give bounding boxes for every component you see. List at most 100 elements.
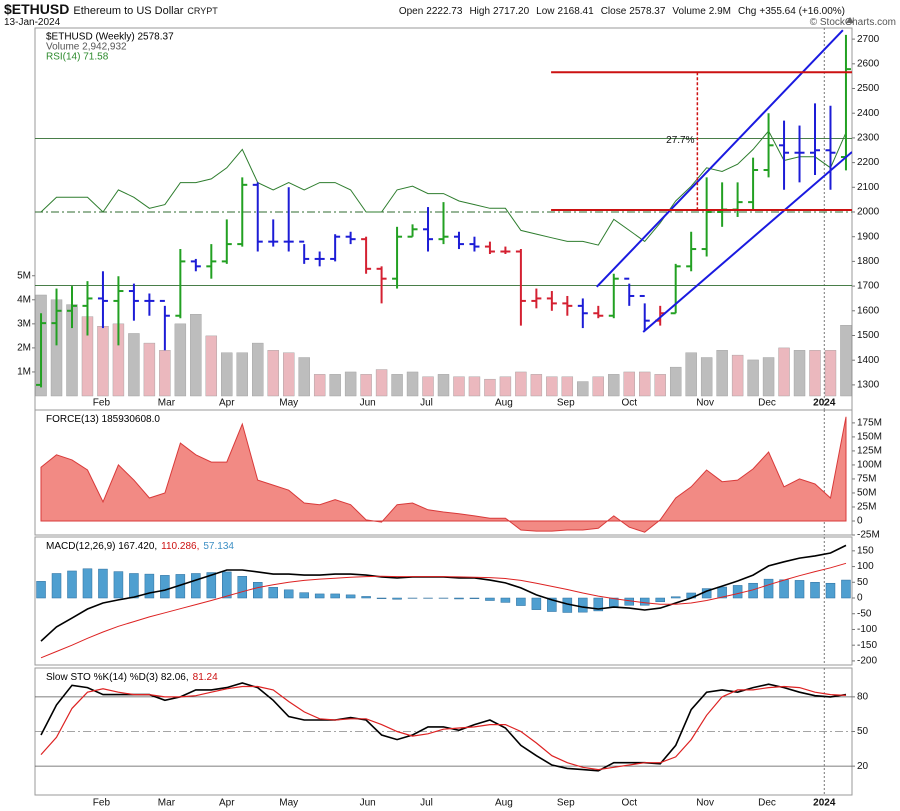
x-tick-label: Nov	[696, 398, 714, 409]
x-tick-label: Apr	[219, 398, 235, 409]
x-tick-label: Sep	[557, 398, 575, 409]
legend-entry: $ETHUSD (Weekly) 2578.37	[46, 32, 174, 43]
x-tick-label: Apr	[219, 798, 235, 809]
quote-label: Close	[601, 6, 627, 17]
panel: 80 50 20 Feb Mar Apr May Jun Jul Aug Sep Oct Nov Dec 2…	[34, 667, 869, 809]
histogram-bar	[531, 597, 542, 610]
stochastic-line	[40, 685, 847, 771]
y-tick-label: 175M	[857, 418, 882, 429]
y-tick-label: 2700	[857, 34, 880, 45]
legend: Slow STO %K(14) %D(3) 82.06, 81.24	[46, 672, 218, 683]
x-tick-label: 2024	[813, 798, 836, 809]
histogram-bar	[655, 597, 665, 603]
volume-bar	[561, 376, 574, 397]
volume-bar	[685, 352, 697, 397]
plot-area	[36, 537, 851, 665]
x-tick-label: Feb	[93, 798, 111, 809]
legend-entry: 57.134	[203, 541, 234, 552]
volume-bar	[716, 350, 728, 397]
x-tick-label: Dec	[758, 398, 776, 409]
quote-value: 2717.20	[493, 6, 530, 17]
volume-bar	[778, 347, 790, 397]
volume-tick-label: 1M	[17, 367, 31, 378]
y-tick-label: -25M	[857, 530, 880, 541]
x-tick-label: May	[279, 798, 298, 809]
histogram-bar	[717, 586, 727, 599]
legend-entry: Volume 2,942,932	[46, 42, 127, 53]
header-symbol-line: $ETHUSD Ethereum to US Dollar CRYPT	[4, 1, 218, 17]
volume-bar	[592, 376, 604, 397]
histogram-bar	[732, 585, 743, 599]
y-tick-label: -50	[857, 608, 872, 619]
rsi-line	[40, 130, 847, 246]
volume-bar	[747, 359, 759, 397]
y-tick-label: 1800	[857, 256, 880, 267]
y-tick-label: -100	[857, 624, 877, 635]
histogram-bar	[51, 573, 62, 599]
histogram-bar	[779, 579, 789, 599]
quote-label: Chg	[738, 6, 756, 17]
x-tick-label: Aug	[495, 398, 513, 409]
plot-area	[40, 410, 847, 535]
quote-value: 2168.41	[558, 6, 595, 17]
volume-bar	[824, 350, 837, 397]
y-tick-label: 80	[857, 692, 869, 703]
y-tick-label: 2600	[857, 58, 880, 69]
histogram-bar	[763, 578, 774, 599]
symbol-name: Ethereum to US Dollar	[73, 5, 183, 17]
histogram-bar	[98, 568, 108, 599]
histogram-bar	[113, 571, 124, 599]
volume-bar	[190, 314, 202, 397]
y-tick-label: 20	[857, 761, 869, 772]
x-tick-label: Jul	[420, 798, 433, 809]
x-tick-label: Jul	[420, 398, 433, 409]
histogram-bar	[144, 573, 155, 599]
panel: 150 100 50 0 -50 -100 -150 -200 MACD(12,26,9) 16…	[34, 536, 877, 667]
x-tick-label: May	[279, 398, 298, 409]
volume-bar	[143, 342, 156, 397]
histogram-bar	[345, 594, 356, 599]
volume-bar	[499, 376, 512, 397]
y-tick-label: 150M	[857, 432, 882, 443]
date: 13-Jan-2024	[4, 17, 61, 28]
panel-frame	[34, 27, 853, 411]
volume-bar	[623, 371, 635, 397]
histogram-bar	[639, 597, 650, 606]
histogram-bar	[252, 582, 263, 599]
y-tick-label: 2500	[857, 83, 880, 94]
panel-frame	[34, 536, 853, 666]
y-tick-label: 100	[857, 561, 874, 572]
stochastic-line	[40, 682, 847, 772]
x-tick-label: Mar	[158, 798, 176, 809]
quote-label: Low	[536, 6, 555, 17]
y-tick-label: 1600	[857, 305, 880, 316]
x-tick-label: Aug	[495, 798, 513, 809]
histogram-bar	[36, 581, 46, 599]
panel-frame	[34, 667, 853, 796]
histogram-bar	[794, 580, 805, 599]
volume-tick-label: 4M	[17, 294, 31, 305]
histogram-bar	[268, 587, 278, 599]
panel: 175M 150M 125M 100M 75M 50M 25M 0 -25M FORCE(13) …	[34, 409, 882, 541]
y-tick-label: 1500	[857, 330, 880, 341]
histogram-bar	[376, 597, 387, 599]
plot-area: 27.7%	[35, 28, 852, 410]
y-tick-label: 1300	[857, 380, 880, 391]
volume-bar	[700, 357, 713, 397]
histogram-bar	[314, 593, 325, 599]
legend-entry: 110.286,	[161, 541, 199, 552]
volume-bar	[375, 369, 388, 397]
x-tick-label: Jun	[360, 798, 376, 809]
volume-bar	[313, 374, 326, 397]
histogram-bar	[191, 573, 201, 599]
volume-bar	[360, 374, 372, 397]
volume-bar	[283, 352, 295, 397]
volume-bar	[205, 335, 218, 397]
legend-entry: RSI(14) 71.58	[46, 52, 109, 63]
x-tick-label: Nov	[696, 798, 714, 809]
volume-tick-label: 3M	[17, 318, 31, 329]
histogram-bar	[485, 597, 495, 601]
volume-tick-label: 2M	[17, 343, 31, 354]
histogram-bar	[500, 597, 511, 603]
